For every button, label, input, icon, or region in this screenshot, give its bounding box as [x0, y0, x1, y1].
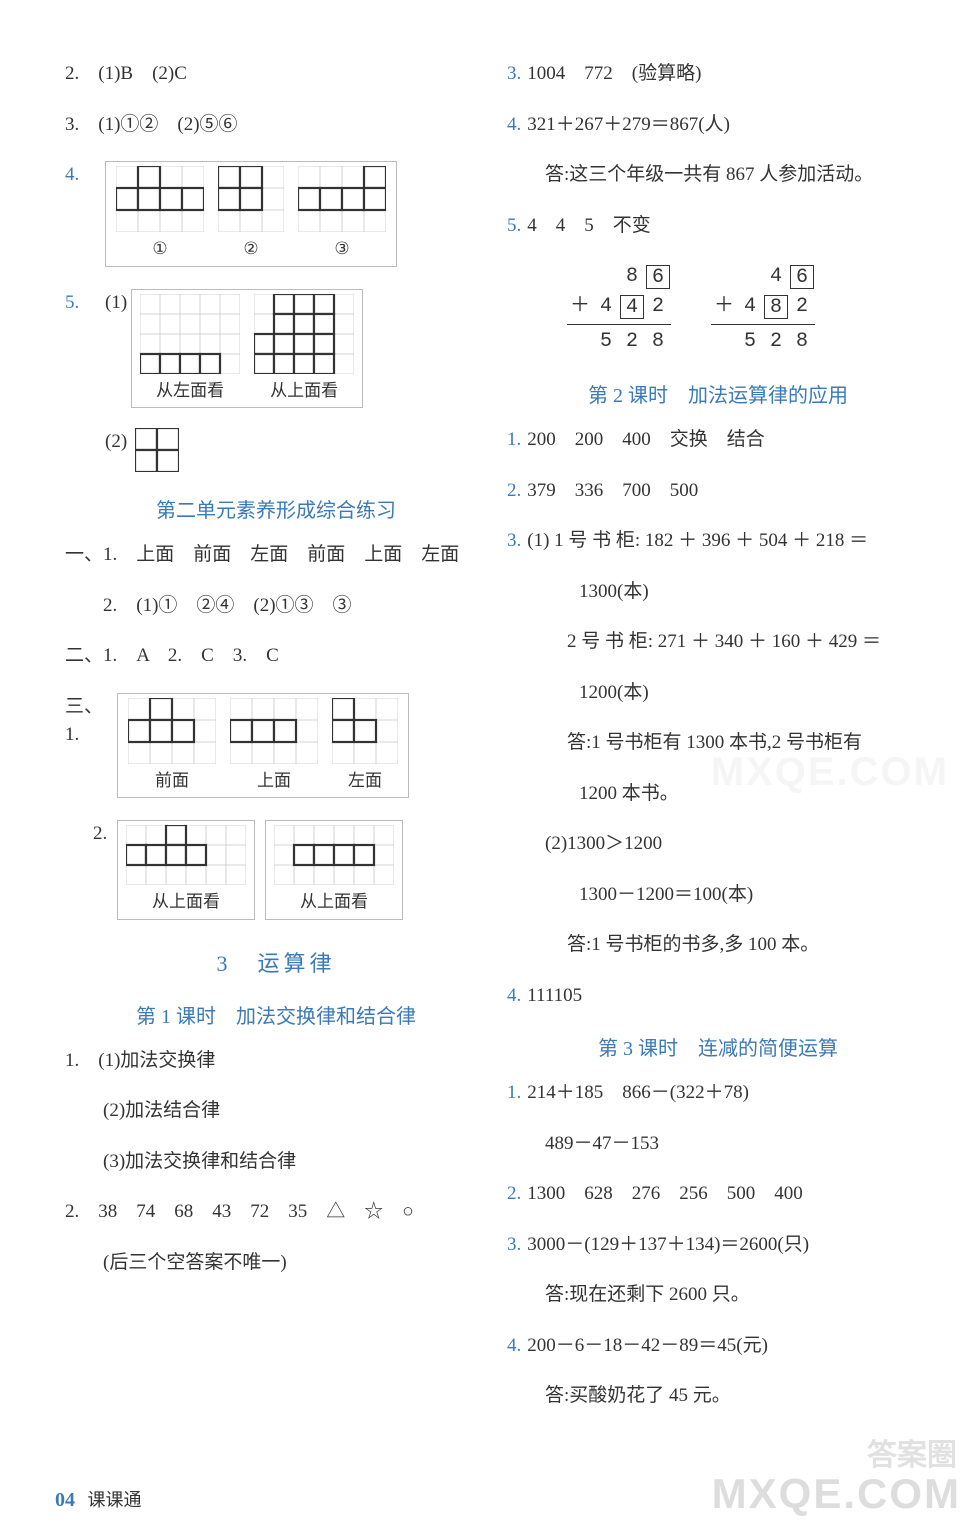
section3-title: 3 运算律 [65, 946, 487, 978]
q5-block: 5. (1) 从左面看从上面看 (2) [65, 289, 487, 473]
r-q5: 5.4 4 5 不变 [507, 212, 929, 241]
p2: 二、1. A 2. C 3. C [65, 642, 487, 671]
q3-line: 3. (1)①② (2)⑤⑥ [65, 111, 487, 140]
q2-line: 2. (1)B (2)C [65, 60, 487, 89]
q5-prefix: 5. [65, 289, 99, 318]
vertical-additions: 86＋442 528 46＋482 528 [547, 262, 929, 357]
r-q4: 4.321＋267＋279＝867(人) [507, 111, 929, 140]
l2-q2: 2.379 336 700 500 [507, 477, 929, 506]
q4-prefix: 4. [65, 161, 99, 190]
l2-q3-1b: 1300(本) [507, 578, 929, 607]
p3-2-block: 2. 从上面看从上面看 [93, 820, 487, 920]
l3-q1b: 489－47－153 [507, 1130, 929, 1159]
p3-2-grids: 从上面看从上面看 [117, 820, 403, 920]
p3-prefix: 三、1. [65, 693, 117, 750]
p1-1: 一、1. 上面 前面 左面 前面 上面 左面 [65, 541, 487, 570]
q5-content: (1) 从左面看从上面看 (2) [105, 289, 363, 473]
q4-grids: ①②③ [105, 161, 397, 267]
footer-label: 课课通 [88, 1490, 142, 1510]
left-column: 2. (1)B (2)C 3. (1)①② (2)⑤⑥ 4. ①②③ 5. (1… [55, 60, 497, 1433]
q4-block: 4. ①②③ [65, 161, 487, 267]
p3-1-grids: 前面上面左面 [117, 693, 409, 799]
r-q3: 3.3. 1004 772 (验算略)1004 772 (验算略) [507, 60, 929, 89]
l2-q3-p2ans: 答:1 号书柜的书多,多 100 本。 [507, 931, 929, 960]
page-footer: 04 课课通 [55, 1486, 142, 1512]
l3-q2: 2.1300 628 276 256 500 400 [507, 1180, 929, 1209]
l1-q2: 2. 38 74 68 43 72 35 △ ☆ ○ [65, 1198, 487, 1227]
l1-q1-2: (2)加法结合律 [65, 1097, 487, 1126]
unit2-heading: 第二单元素养形成综合练习 [65, 494, 487, 523]
l2-q1: 1.200 200 400 交换 结合 [507, 426, 929, 455]
l3-q1: 1.214＋185 866－(322＋78) [507, 1079, 929, 1108]
page-content: 2. (1)B (2)C 3. (1)①② (2)⑤⑥ 4. ①②③ 5. (1… [0, 0, 979, 1463]
lesson2-title: 第 2 课时 加法运算律的应用 [507, 379, 929, 408]
l3-q3: 3.3000－(129＋137＋134)＝2600(只) [507, 1231, 929, 1260]
l1-q1-3: (3)加法交换律和结合律 [65, 1148, 487, 1177]
right-column: 3.3. 1004 772 (验算略)1004 772 (验算略) 4.321＋… [497, 60, 939, 1433]
watermark-cn: 答案圈 [867, 1430, 957, 1474]
l3-q3ans: 答:现在还剩下 2600 只。 [507, 1281, 929, 1310]
r-q4-ans: 答:这三个年级一共有 867 人参加活动。 [507, 161, 929, 190]
watermark-en: MXQE.COM [712, 1470, 961, 1518]
l1-q1-1: 1. (1)加法交换律 [65, 1047, 487, 1076]
l3-q4ans: 答:买酸奶花了 45 元。 [507, 1382, 929, 1411]
l1-q2-note: (后三个空答案不唯一) [65, 1249, 487, 1278]
l2-q3-p2b: 1300－1200＝100(本) [507, 881, 929, 910]
watermark-mid: MXQE.COM [711, 750, 949, 795]
lesson3-title: 第 3 课时 连减的简便运算 [507, 1032, 929, 1061]
p3-block: 三、1. 前面上面左面 [65, 693, 487, 799]
l2-q3-2: 2 号 书 柜: 271 ＋ 340 ＋ 160 ＋ 429 ＝ [507, 628, 929, 657]
q5-2-grid [131, 428, 183, 472]
l2-q4: 4.111105 [507, 982, 929, 1011]
l2-q3-1: 3.(1) 1 号 书 柜: 182 ＋ 396 ＋ 504 ＋ 218 ＝ [507, 527, 929, 556]
page-number: 04 [55, 1489, 75, 1511]
q5-1-grids: 从左面看从上面看 [131, 289, 363, 409]
p3-2-prefix: 2. [93, 820, 117, 849]
q5-sub1: (1) [105, 289, 127, 318]
p1-2: 2. (1)① ②④ (2)①③ ③ [65, 592, 487, 621]
q5-sub2: (2) [105, 428, 127, 457]
lesson1-title: 第 1 课时 加法交换律和结合律 [65, 1000, 487, 1029]
l2-q3-p2: (2)1300＞1200 [507, 830, 929, 859]
l2-q3-2b: 1200(本) [507, 679, 929, 708]
l3-q4: 4.200－6－18－42－89＝45(元) [507, 1332, 929, 1361]
